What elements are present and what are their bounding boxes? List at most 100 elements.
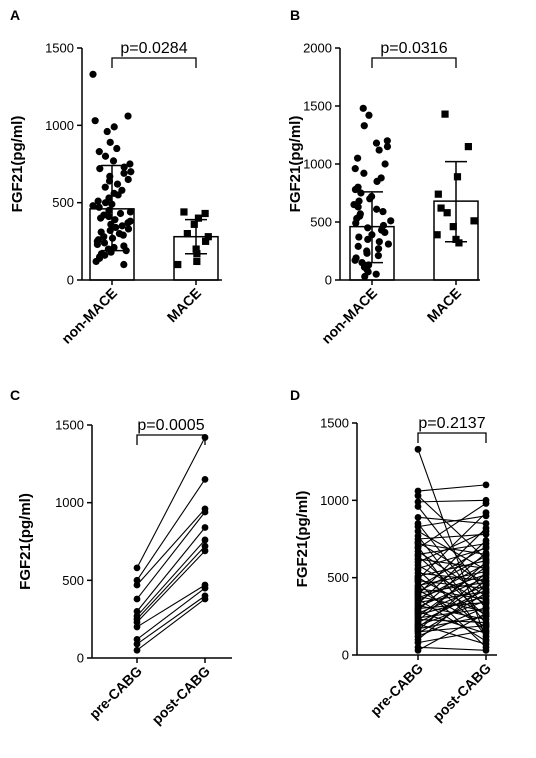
data-point — [106, 226, 114, 235]
x-tick-label: pre-CABG — [367, 660, 426, 719]
data-point — [133, 595, 141, 603]
data-point — [414, 646, 422, 654]
pair-line — [417, 533, 487, 540]
data-point — [113, 144, 121, 153]
data-point — [94, 197, 102, 205]
pair-line — [417, 580, 487, 590]
y-tick-label: 1000 — [320, 493, 349, 508]
data-point — [201, 209, 209, 218]
data-point — [482, 597, 490, 605]
pair-line — [417, 580, 487, 628]
data-point — [124, 225, 133, 233]
y-tick-label: 1000 — [45, 118, 74, 133]
pair-line — [136, 598, 206, 651]
p-value-annotation: p=0.2137 — [418, 415, 485, 432]
y-tick-label: 1500 — [45, 41, 74, 56]
data-point — [353, 154, 362, 162]
data-point — [193, 257, 201, 266]
data-point — [368, 231, 376, 239]
data-point — [201, 508, 209, 516]
data-point — [357, 189, 365, 197]
data-point — [201, 536, 209, 544]
data-point — [383, 143, 392, 151]
pair-line — [417, 540, 487, 605]
pair-line — [417, 581, 487, 594]
p-value-annotation: p=0.0005 — [137, 417, 204, 434]
pair-line — [136, 527, 206, 612]
pair-line — [417, 598, 487, 642]
data-point — [482, 549, 490, 557]
data-point — [116, 209, 125, 218]
data-point — [112, 223, 120, 232]
data-point — [482, 569, 490, 577]
data-point — [201, 595, 209, 603]
pair-line — [417, 623, 487, 645]
data-point — [364, 224, 372, 232]
pair-line — [417, 561, 487, 622]
y-tick-label: 500 — [62, 573, 84, 588]
panel-letter: D — [290, 387, 300, 403]
data-point — [118, 222, 126, 230]
data-point — [482, 543, 490, 551]
data-point — [359, 104, 367, 112]
data-point — [109, 157, 118, 165]
panel-letter: B — [290, 7, 300, 23]
pair-line — [136, 587, 206, 640]
data-point — [384, 240, 393, 248]
pair-line — [417, 589, 487, 628]
data-point — [363, 249, 371, 257]
y-tick-label: 1500 — [320, 416, 349, 431]
data-point — [105, 177, 114, 185]
significance-bracket — [111, 57, 197, 68]
pair-line — [417, 515, 487, 528]
panel-b: B FGF21(pg/ml) 0 500 1000 1500 2000 non-MACE MAC… — [287, 7, 480, 347]
data-point — [372, 139, 381, 147]
data-point — [464, 143, 472, 151]
data-point — [133, 608, 141, 615]
data-point — [133, 618, 141, 626]
data-point — [355, 233, 363, 241]
data-point — [455, 239, 463, 247]
data-point — [354, 203, 362, 211]
p-value-annotation: p=0.0284 — [120, 40, 187, 57]
data-point — [434, 190, 442, 198]
y-tick-label: 1500 — [55, 418, 84, 433]
data-point — [351, 185, 360, 194]
pair-line — [417, 516, 487, 525]
data-point — [383, 137, 391, 145]
data-point — [482, 582, 490, 589]
pair-line — [136, 479, 206, 581]
data-point — [92, 257, 100, 266]
x-tick-label: MACE — [424, 285, 464, 325]
data-point — [374, 252, 382, 260]
panel-d: D FGF21(pg/ml) 0 500 1000 1500 pre-CABG post-CA… — [290, 387, 497, 724]
y-tick-label: 1000 — [55, 495, 84, 510]
data-point — [414, 492, 422, 500]
data-point — [374, 245, 383, 253]
data-point — [133, 640, 141, 648]
pair-line — [136, 508, 206, 586]
data-point — [113, 180, 122, 188]
data-point — [105, 212, 113, 221]
significance-bracket — [417, 432, 487, 443]
data-point — [414, 445, 422, 453]
panel-c: C FGF21(pg/ml) 0 500 1000 1500 pre-CABG post-CA… — [10, 387, 232, 727]
data-point — [180, 208, 188, 216]
data-point — [89, 202, 97, 210]
pair-line — [417, 495, 487, 560]
pair-line — [136, 584, 206, 628]
y-tick-label: 500 — [52, 195, 74, 210]
data-point — [127, 168, 135, 176]
pair-line — [417, 484, 487, 492]
data-point — [114, 191, 122, 199]
data-point — [174, 260, 182, 269]
pair-line — [136, 437, 206, 569]
data-point — [133, 623, 141, 631]
data-point — [361, 272, 369, 281]
data-point — [201, 542, 209, 550]
data-point — [443, 209, 451, 217]
data-point — [482, 509, 490, 517]
pair-line — [417, 558, 487, 569]
data-point — [351, 165, 359, 173]
data-point — [441, 110, 449, 118]
